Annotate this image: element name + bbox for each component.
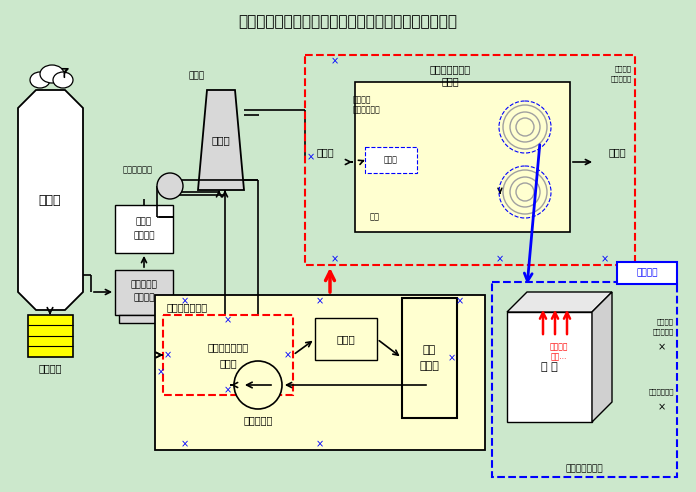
Text: 上方向に: 上方向に xyxy=(550,342,568,351)
Polygon shape xyxy=(507,292,612,312)
Bar xyxy=(115,270,173,315)
Text: モニタ: モニタ xyxy=(419,361,439,371)
Text: ×: × xyxy=(496,254,504,264)
Text: 【ろ紙ずれ時】: 【ろ紙ずれ時】 xyxy=(565,464,603,473)
Text: ずれ...: ずれ... xyxy=(551,352,567,362)
Bar xyxy=(365,147,417,173)
Text: 排気側: 排気側 xyxy=(608,147,626,157)
Text: じんあいモニタ: じんあいモニタ xyxy=(429,64,470,74)
Text: ×: × xyxy=(456,296,464,306)
Text: じんあいモニタ: じんあいモニタ xyxy=(167,302,208,312)
Bar xyxy=(492,282,677,477)
Text: 排ガス: 排ガス xyxy=(136,217,152,226)
Bar xyxy=(163,315,293,395)
Bar xyxy=(28,315,73,357)
Text: ×: × xyxy=(658,402,666,412)
Text: ×: × xyxy=(331,254,339,264)
Text: ×: × xyxy=(157,367,165,377)
Text: ガス: ガス xyxy=(422,345,436,355)
Bar xyxy=(119,315,169,323)
Bar xyxy=(305,55,635,265)
Bar xyxy=(315,318,377,360)
Text: モニタ検出器: モニタ検出器 xyxy=(353,105,381,115)
Text: ×: × xyxy=(224,315,232,325)
Text: ×: × xyxy=(331,56,339,66)
Polygon shape xyxy=(18,90,83,310)
Text: ×: × xyxy=(658,342,666,352)
Text: 検出部: 検出部 xyxy=(441,76,459,86)
Text: ろ紙切れ: ろ紙切れ xyxy=(657,319,674,325)
Circle shape xyxy=(157,173,183,199)
Ellipse shape xyxy=(53,72,73,88)
Text: ×: × xyxy=(316,439,324,449)
Text: 排気筒: 排気筒 xyxy=(212,135,230,145)
Bar xyxy=(155,295,485,450)
Bar xyxy=(402,298,457,418)
Text: 検出部: 検出部 xyxy=(219,358,237,368)
Text: ×: × xyxy=(448,353,456,363)
Text: 吸気側: 吸気側 xyxy=(316,147,334,157)
Text: ろ 紙: ろ 紙 xyxy=(541,362,557,372)
Text: 検知センサ: 検知センサ xyxy=(611,76,632,82)
Text: じんあい: じんあい xyxy=(353,95,372,104)
Text: 排気筒: 排気筒 xyxy=(189,71,205,81)
Text: 焼却炉: 焼却炉 xyxy=(39,193,61,207)
Text: 検知センサ: 検知センサ xyxy=(653,329,674,336)
Text: 伊方発電所　雑固体焼却設備排気筒モニタ系統概略図: 伊方発電所 雑固体焼却設備排気筒モニタ系統概略図 xyxy=(239,14,457,29)
Text: じんあいモニタ: じんあいモニタ xyxy=(207,342,248,352)
Text: ×: × xyxy=(164,350,172,360)
Bar xyxy=(507,312,592,422)
Bar xyxy=(355,82,570,232)
Text: ろ紙切れ: ろ紙切れ xyxy=(615,66,632,72)
Circle shape xyxy=(234,361,282,409)
Text: ×: × xyxy=(224,385,232,395)
Text: ×: × xyxy=(181,439,189,449)
Text: フィルタ: フィルタ xyxy=(133,232,155,241)
Text: フィルタ: フィルタ xyxy=(133,294,155,303)
Text: 除湿器: 除湿器 xyxy=(337,334,356,344)
Text: セラミック: セラミック xyxy=(131,280,157,289)
Polygon shape xyxy=(198,90,244,190)
Bar xyxy=(115,205,173,253)
Text: 排ガスブロア: 排ガスブロア xyxy=(123,165,153,175)
Text: 当該箇所: 当該箇所 xyxy=(636,269,658,277)
Text: ろ紙検知位置: ろ紙検知位置 xyxy=(649,389,674,395)
Text: ×: × xyxy=(316,296,324,306)
Polygon shape xyxy=(592,292,612,422)
Text: ×: × xyxy=(284,350,292,360)
Bar xyxy=(617,262,677,284)
Text: ×: × xyxy=(307,152,315,162)
Text: ろ紙: ろ紙 xyxy=(370,213,380,221)
Text: ×: × xyxy=(181,296,189,306)
Text: ドラム缶: ドラム缶 xyxy=(38,363,62,373)
Ellipse shape xyxy=(40,65,64,83)
Text: ×: × xyxy=(601,254,609,264)
Text: 真空ポンプ: 真空ポンプ xyxy=(244,415,273,425)
Text: 検出器: 検出器 xyxy=(384,155,398,164)
Ellipse shape xyxy=(30,72,50,88)
